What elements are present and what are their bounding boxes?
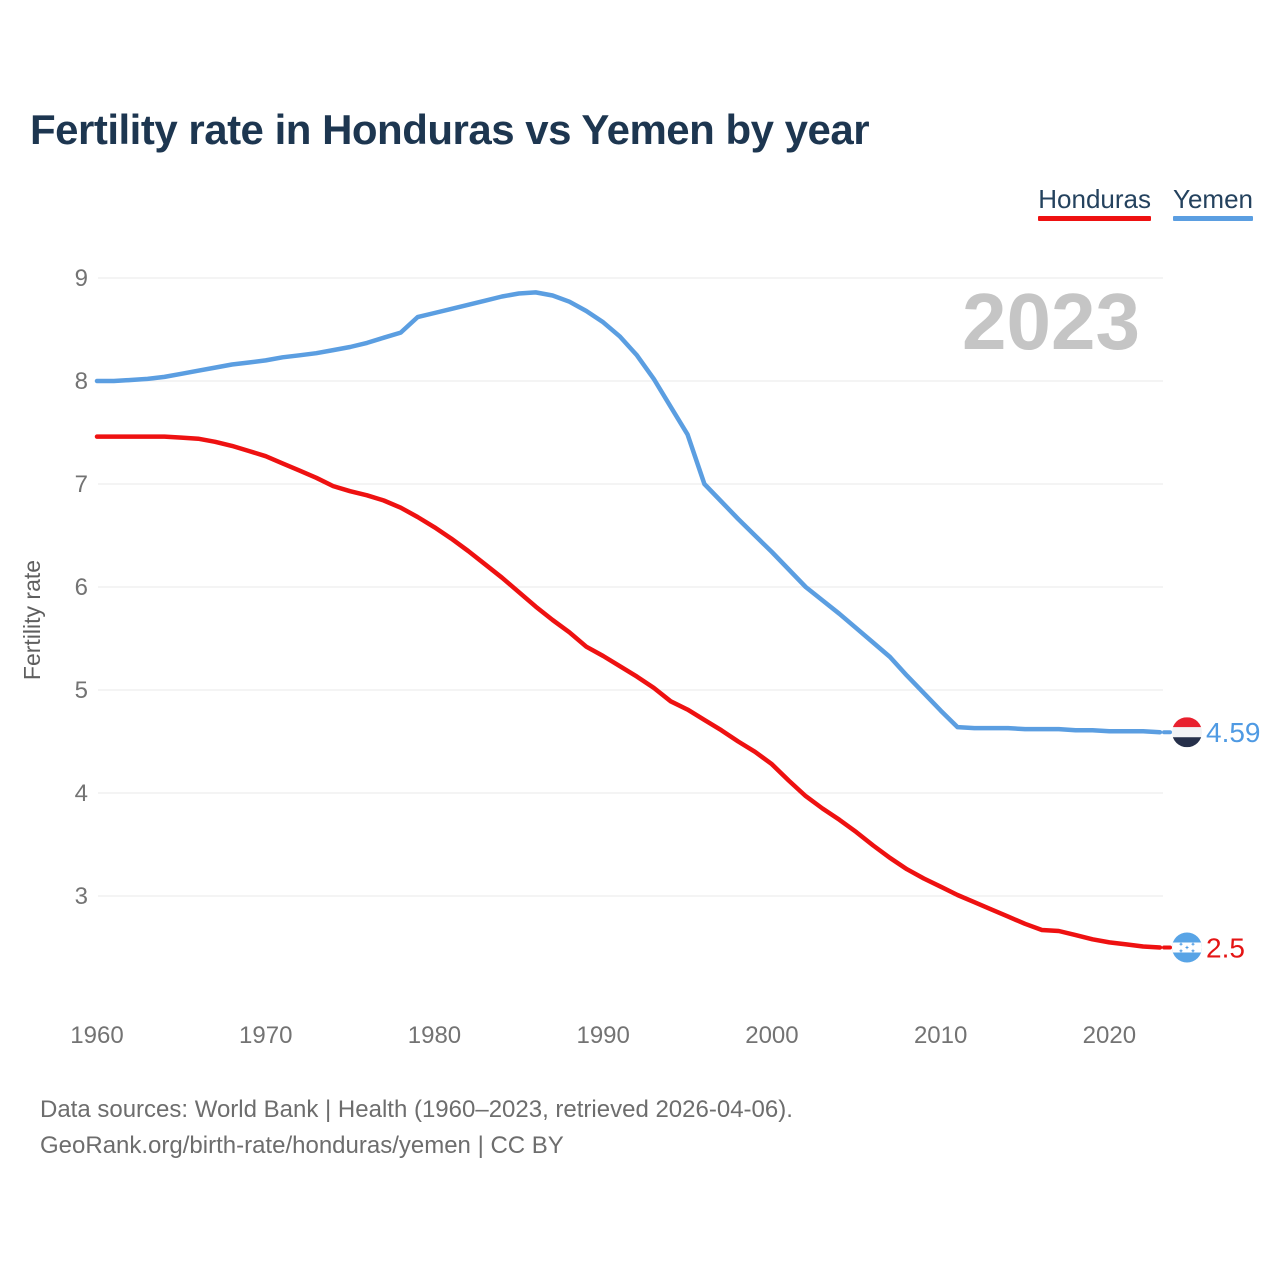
data-source: Data sources: World Bank | Health (1960–… (40, 1092, 793, 1164)
legend: Honduras Yemen (1038, 186, 1253, 221)
legend-label-yemen: Yemen (1173, 184, 1253, 214)
legend-item-honduras[interactable]: Honduras (1038, 186, 1151, 221)
yemen-flag-icon (1172, 717, 1202, 748)
honduras-flag-icon (1172, 932, 1202, 963)
legend-underline-yemen (1173, 216, 1253, 221)
yemen-end-value: 4.59 (1206, 717, 1261, 748)
data-source-line2: GeoRank.org/birth-rate/honduras/yemen | … (40, 1132, 564, 1159)
x-tick-label-2020: 2020 (1083, 1022, 1136, 1049)
legend-underline-honduras (1038, 216, 1151, 221)
x-tick-label-1960: 1960 (70, 1022, 123, 1049)
x-tick-label-2010: 2010 (914, 1022, 967, 1049)
page-title: Fertility rate in Honduras vs Yemen by y… (30, 106, 870, 153)
data-source-line1: Data sources: World Bank | Health (1960–… (40, 1096, 793, 1123)
honduras-series-line[interactable] (94, 434, 1163, 950)
honduras-flag-star (1178, 948, 1184, 953)
legend-label-honduras: Honduras (1038, 184, 1151, 214)
y-axis-title: Fertility rate (19, 560, 45, 680)
x-tick-label-1990: 1990 (576, 1022, 629, 1049)
y-tick-label-4: 4 (75, 780, 88, 807)
y-tick-label-5: 5 (75, 677, 88, 704)
x-tick-label-1980: 1980 (408, 1022, 461, 1049)
yemen-series-line[interactable] (94, 290, 1163, 735)
watermark-year: 2023 (962, 277, 1140, 366)
x-tick-label-1970: 1970 (239, 1022, 292, 1049)
honduras-flag-star (1178, 942, 1184, 947)
honduras-end-value: 2.5 (1206, 933, 1245, 964)
y-tick-label-9: 9 (75, 265, 88, 292)
honduras-flag-star (1184, 945, 1190, 950)
y-tick-label-8: 8 (75, 368, 88, 395)
y-tick-label-3: 3 (75, 883, 88, 910)
x-tick-label-2000: 2000 (745, 1022, 798, 1049)
honduras-flag-star (1190, 942, 1196, 947)
honduras-flag-star (1190, 948, 1196, 953)
y-tick-label-6: 6 (75, 574, 88, 601)
legend-item-yemen[interactable]: Yemen (1173, 186, 1253, 221)
y-tick-label-7: 7 (75, 471, 88, 498)
